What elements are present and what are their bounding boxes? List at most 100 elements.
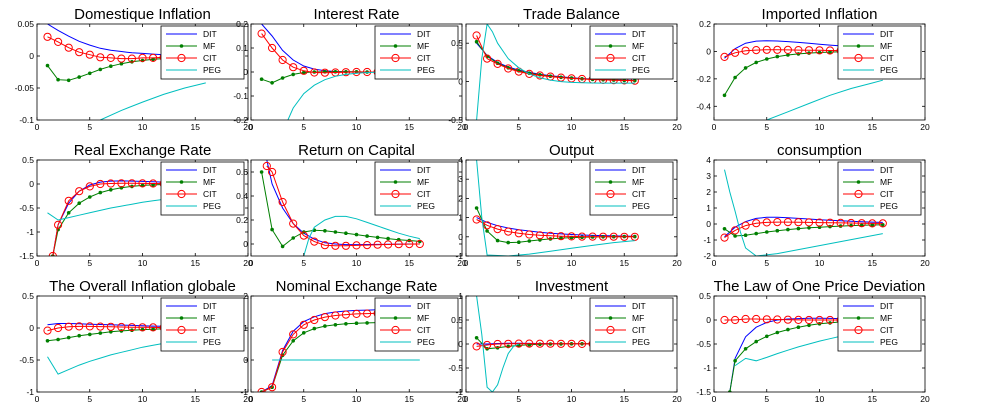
data-point-cit: [85, 182, 94, 191]
data-point-mf: [733, 75, 737, 80]
legend-label-mf: MF: [417, 313, 429, 323]
chart-domestique-inflation: Domestique Inflation 0 5 10 15 20 -0.1 -0.05 0 0.…: [15, 6, 253, 132]
legend-label-mf: MF: [880, 313, 892, 323]
data-point-cit: [535, 231, 545, 240]
data-point-mf: [786, 327, 790, 332]
x-tick-label: 15: [191, 258, 201, 268]
data-point-mf: [302, 70, 306, 75]
data-point-mf: [280, 76, 285, 80]
data-point-cit: [331, 311, 340, 320]
legend-label-dit: DIT: [632, 165, 646, 175]
data-point-cit: [43, 326, 52, 335]
data-point-cit: [804, 315, 814, 325]
y-tick-label: 0: [458, 339, 463, 349]
data-point-cit: [567, 339, 576, 348]
series-line-dit: [724, 216, 883, 238]
data-point-cit: [268, 167, 277, 177]
data-point-mf: [109, 330, 113, 334]
x-tick-label: 20: [457, 258, 467, 268]
series-line-cit: [266, 165, 420, 247]
data-point-cit: [525, 339, 534, 348]
data-point-cit: [341, 68, 350, 77]
data-point-mf: [722, 93, 727, 98]
legend-label-dit: DIT: [880, 165, 894, 175]
data-point-cit: [310, 68, 319, 77]
x-tick-label: 15: [405, 122, 415, 132]
chart-imported-inflation: Imported Inflation 0 5 10 15 20 -0.4 -0.2 0 0.2 DI…: [696, 6, 930, 132]
data-point-cit: [289, 219, 298, 228]
data-point-cit: [96, 322, 105, 331]
series-line-cit: [476, 219, 635, 238]
series-line-peg: [100, 82, 206, 120]
y-tick-label: -1.5: [19, 251, 34, 261]
data-point-mf: [45, 339, 50, 343]
legend-label-cit: CIT: [203, 189, 217, 199]
legend-label-dit: DIT: [632, 301, 646, 311]
data-point-cit: [149, 179, 158, 188]
data-point-cit: [483, 54, 492, 63]
series-line-dit: [476, 217, 635, 237]
data-point-mf: [807, 226, 811, 230]
data-point-cit: [825, 315, 835, 325]
legend-label-mf: MF: [880, 177, 892, 187]
x-tick-label: 5: [301, 122, 306, 132]
data-point-mf: [151, 327, 155, 332]
chart-title: Domestique Inflation: [74, 6, 211, 23]
x-tick-label: 0: [249, 394, 254, 403]
data-point-cit: [815, 46, 824, 55]
data-point-cit: [415, 239, 424, 249]
series-line-peg: [303, 215, 420, 256]
data-point-cit: [320, 241, 329, 250]
y-tick-label: 0: [243, 355, 248, 365]
x-tick-label: 10: [815, 394, 825, 403]
data-point-mf: [56, 337, 60, 342]
legend-label-peg: PEG: [632, 201, 650, 211]
data-point-cit: [878, 219, 887, 228]
data-point-cit: [794, 218, 803, 227]
data-point-cit: [75, 48, 84, 57]
legend-label-peg: PEG: [203, 65, 221, 75]
y-tick-label: -0.1: [19, 115, 34, 125]
data-point-mf: [98, 331, 103, 335]
data-point-cit: [85, 50, 94, 59]
y-tick-label: 2: [243, 291, 248, 301]
chart-title: Output: [549, 142, 595, 159]
y-tick-label: 0.2: [699, 19, 711, 29]
data-point-mf: [796, 226, 801, 231]
data-point-cit: [149, 323, 158, 332]
legend-label-cit: CIT: [417, 189, 431, 199]
data-point-mf: [881, 223, 885, 227]
legend-label-mf: MF: [203, 177, 215, 187]
series-line-cit: [476, 35, 635, 82]
data-point-mf: [119, 61, 124, 66]
data-point-cit: [783, 218, 793, 227]
data-point-cit: [535, 71, 545, 80]
y-tick-label: 0.2: [236, 19, 248, 29]
data-point-cit: [752, 314, 761, 324]
data-point-cit: [299, 66, 308, 75]
x-tick-label: 10: [138, 122, 148, 132]
legend-label-peg: PEG: [417, 337, 435, 347]
data-point-mf: [485, 229, 489, 233]
y-tick-label: 0.5: [22, 291, 34, 301]
data-point-cit: [731, 226, 740, 235]
x-tick-label: 10: [567, 258, 577, 268]
legend-label-peg: PEG: [880, 337, 898, 347]
data-point-cit: [783, 45, 793, 55]
data-point-cit: [127, 323, 136, 332]
y-tick-label: 4: [458, 155, 463, 165]
data-point-mf: [270, 81, 274, 85]
x-tick-label: 5: [516, 394, 521, 403]
data-point-cit: [54, 37, 63, 47]
data-point-cit: [289, 330, 298, 339]
data-point-cit: [472, 31, 481, 40]
data-point-cit: [762, 45, 771, 54]
data-point-cit: [106, 179, 115, 188]
data-point-mf: [88, 195, 92, 199]
x-tick-label: 5: [764, 258, 769, 268]
data-point-cit: [525, 230, 534, 239]
data-point-mf: [754, 231, 758, 236]
data-point-cit: [493, 225, 502, 234]
